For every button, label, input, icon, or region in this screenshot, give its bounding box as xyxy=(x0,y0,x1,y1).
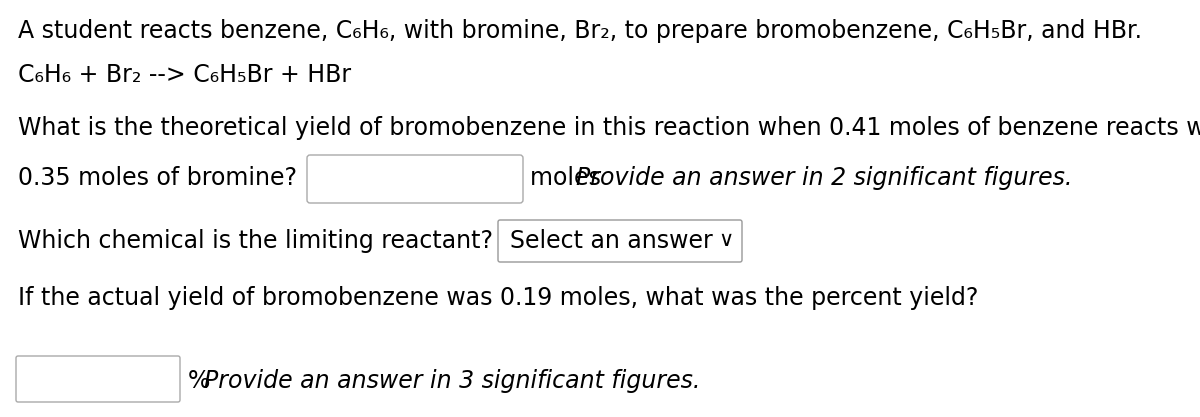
Text: A student reacts benzene, C₆H₆, with bromine, Br₂, to prepare bromobenzene, C₆H₅: A student reacts benzene, C₆H₆, with bro… xyxy=(18,19,1142,43)
Text: What is the theoretical yield of bromobenzene in this reaction when 0.41 moles o: What is the theoretical yield of bromobe… xyxy=(18,116,1200,140)
FancyBboxPatch shape xyxy=(498,220,742,262)
Text: C₆H₆ + Br₂ --> C₆H₅Br + HBr: C₆H₆ + Br₂ --> C₆H₅Br + HBr xyxy=(18,63,352,87)
Text: %: % xyxy=(188,369,218,393)
Text: 0.35 moles of bromine?: 0.35 moles of bromine? xyxy=(18,166,298,190)
Text: Which chemical is the limiting reactant?: Which chemical is the limiting reactant? xyxy=(18,229,493,253)
Text: Select an answer: Select an answer xyxy=(510,229,713,253)
FancyBboxPatch shape xyxy=(307,155,523,203)
Text: If the actual yield of bromobenzene was 0.19 moles, what was the percent yield?: If the actual yield of bromobenzene was … xyxy=(18,286,978,310)
FancyBboxPatch shape xyxy=(16,356,180,402)
Text: Provide an answer in 3 significant figures.: Provide an answer in 3 significant figur… xyxy=(204,369,701,393)
Text: ∨: ∨ xyxy=(718,230,733,250)
Text: Provide an answer in 2 significant figures.: Provide an answer in 2 significant figur… xyxy=(576,166,1073,190)
Text: moles: moles xyxy=(530,166,608,190)
